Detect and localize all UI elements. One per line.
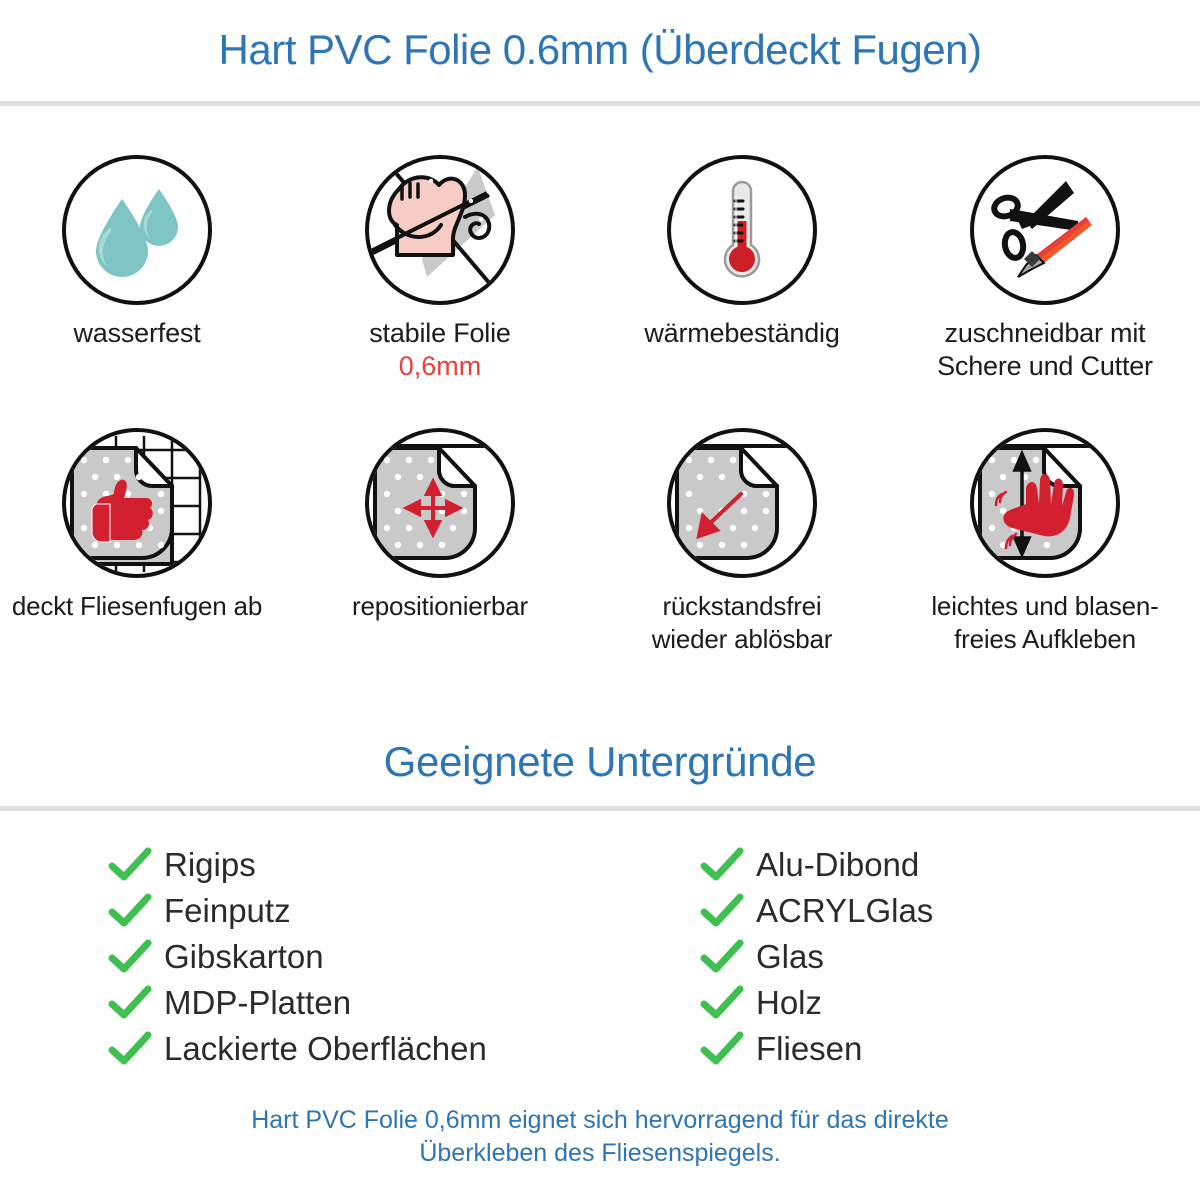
check-icon <box>108 939 152 975</box>
divider-top <box>0 101 1200 106</box>
check-icon <box>108 985 152 1021</box>
list-item-label: Rigips <box>164 846 256 883</box>
list-item: Feinputz <box>108 889 487 933</box>
feature-label-text: rückstandsfrei wieder ablösbar <box>651 591 833 654</box>
feature-repositionierbar: repositionierbar <box>290 428 590 623</box>
footer-line-1: Hart PVC Folie 0,6mm eignet sich hervorr… <box>251 1106 949 1134</box>
feature-deckt-fugen-ab: deckt Fliesenfugen ab <box>0 428 287 623</box>
footer-note: Hart PVC Folie 0,6mm eignet sich hervorr… <box>100 1104 1100 1170</box>
list-item: Alu-Dibond <box>700 843 933 887</box>
feature-label: wasserfest <box>73 318 201 348</box>
list-item-label: Fliesen <box>756 1030 863 1067</box>
feature-label: repositionierbar <box>351 591 528 621</box>
list-item: Fliesen <box>700 1027 933 1071</box>
list-item: Glas <box>700 935 933 979</box>
list-item: Lackierte Oberflächen <box>108 1027 487 1071</box>
list-item-label: Lackierte Oberflächen <box>164 1030 487 1067</box>
footer-line-2: Überkleben des Fliesenspiegels. <box>419 1139 781 1167</box>
list-item: Gibskarton <box>108 935 487 979</box>
feature-label: leichtes und blasen- freies Aufkleben <box>895 590 1195 656</box>
feature-wasserfest: wasserfest <box>0 155 287 350</box>
feature-grid: wasserfest sta <box>0 155 1195 656</box>
feature-label: rückstandsfrei wieder ablösbar <box>592 590 892 656</box>
list-item-label: MDP-Platten <box>164 984 352 1021</box>
feature-label-text: leichtes und blasen- freies Aufkleben <box>931 591 1159 654</box>
feature-label: wärmebeständig <box>644 318 840 348</box>
feature-zuschneidbar: zuschneidbar mit Schere und Cutter <box>895 155 1195 383</box>
check-icon <box>700 985 744 1021</box>
page-title: Hart PVC Folie 0.6mm (Überdeckt Fugen) <box>218 26 982 73</box>
section-title: Geeignete Untergründe <box>383 738 817 785</box>
scissors-cutter-icon <box>970 155 1120 305</box>
feature-label: deckt Fliesenfugen ab <box>11 591 263 621</box>
list-item-label: Alu-Dibond <box>756 846 920 883</box>
four-way-arrow-icon <box>365 428 515 578</box>
list-item-label: Gibskarton <box>164 938 324 975</box>
feature-waermebestaendig: wärmebeständig <box>592 155 892 350</box>
feature-stabile-folie: stabile Folie 0,6mm <box>290 155 590 383</box>
check-icon <box>700 939 744 975</box>
list-item-label: Glas <box>756 938 824 975</box>
divider-middle <box>0 806 1200 811</box>
flexing-arm-film-icon <box>365 155 515 305</box>
feature-label-line1: zuschneidbar mit Schere und Cutter <box>937 318 1153 381</box>
feature-blasenfrei: leichtes und blasen- freies Aufkleben <box>895 428 1195 656</box>
check-icon <box>108 1031 152 1067</box>
list-item-label: ACRYLGlas <box>756 892 934 929</box>
check-icon <box>700 847 744 883</box>
list-item: Holz <box>700 981 933 1025</box>
check-icon <box>108 893 152 929</box>
surface-list-left: Rigips Feinputz Gibskarton MDP-Platten L… <box>108 843 487 1073</box>
thermometer-icon <box>667 155 817 305</box>
list-item: Rigips <box>108 843 487 887</box>
check-icon <box>108 847 152 883</box>
peel-arrow-icon <box>667 428 817 578</box>
list-item-label: Feinputz <box>164 892 291 929</box>
feature-sublabel: 0,6mm <box>398 351 482 381</box>
feature-label: zuschneidbar mit Schere und Cutter <box>895 317 1195 383</box>
hand-smoothing-icon <box>970 428 1120 578</box>
list-item-label: Holz <box>756 984 823 1021</box>
list-item: ACRYLGlas <box>700 889 933 933</box>
thumbs-up-tiles-icon <box>62 428 212 578</box>
check-icon <box>700 1031 744 1067</box>
feature-rueckstandsfrei: rückstandsfrei wieder ablösbar <box>592 428 892 656</box>
water-drops-icon <box>62 155 212 305</box>
feature-label: stabile Folie <box>369 318 511 348</box>
list-item: MDP-Platten <box>108 981 487 1025</box>
check-icon <box>700 893 744 929</box>
suitable-surfaces-lists: Rigips Feinputz Gibskarton MDP-Platten L… <box>0 843 1200 1083</box>
surface-list-right: Alu-Dibond ACRYLGlas Glas Holz Fliesen <box>700 843 933 1073</box>
